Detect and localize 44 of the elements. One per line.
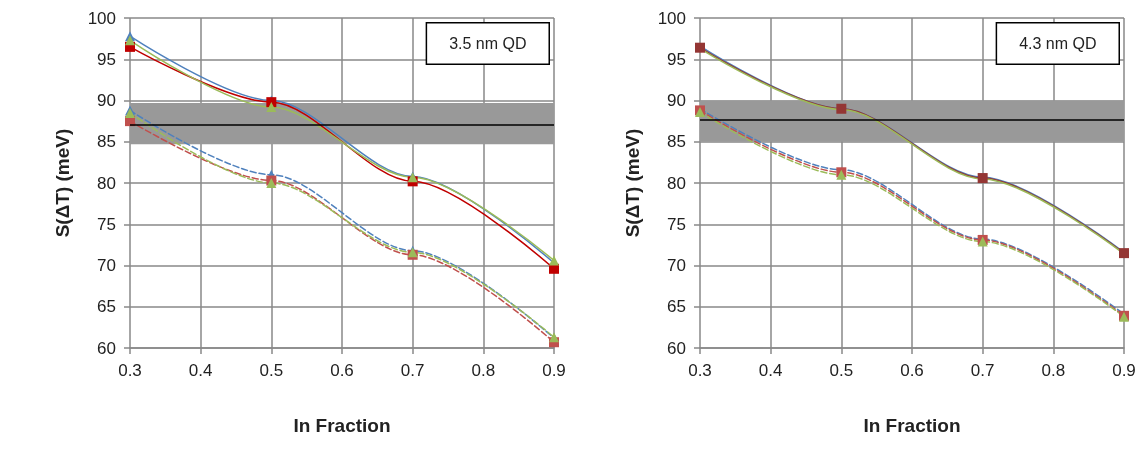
y-tick-label: 100 — [87, 8, 116, 28]
y-tick-label: 100 — [657, 8, 686, 28]
x-axis-title: In Fraction — [293, 415, 391, 436]
y-tick-label: 60 — [667, 338, 686, 358]
y-tick-label: 85 — [667, 132, 686, 152]
point — [266, 102, 277, 113]
y-tick-label: 70 — [667, 256, 686, 275]
x-tick-label: 0.9 — [1112, 361, 1136, 380]
x-tick-label: 0.5 — [829, 361, 854, 380]
x-tick-label: 0.9 — [542, 361, 566, 380]
annotation: 4.3 nm QD — [1019, 35, 1097, 52]
y-tick-label: 75 — [97, 214, 116, 234]
y-axis-title: S(ΔT) (meV) — [622, 128, 643, 238]
x-axis-title: In Fraction — [863, 415, 961, 436]
x-tick-label: 0.7 — [400, 361, 425, 380]
y-tick-label: 90 — [97, 91, 116, 110]
y-tick-label: 95 — [667, 49, 686, 69]
x-tick-label: 0.5 — [259, 361, 284, 380]
x-tick-label: 0.4 — [188, 361, 213, 380]
point — [977, 173, 988, 184]
y-tick-label: 95 — [97, 49, 116, 69]
x-tick-label: 0.4 — [758, 361, 783, 380]
x-tick-label: 0.3 — [118, 361, 142, 380]
point — [125, 35, 135, 46]
x-tick-label: 0.7 — [970, 361, 995, 380]
y-tick-label: 75 — [667, 214, 686, 234]
x-tick-label: 0.6 — [330, 361, 354, 380]
y-tick-label: 65 — [667, 297, 686, 317]
x-tick-label: 0.3 — [688, 361, 712, 380]
y-tick-label: 80 — [667, 173, 686, 193]
y-tick-label: 60 — [97, 338, 116, 358]
x-tick-label: 0.8 — [1041, 361, 1066, 380]
y-tick-label: 85 — [97, 132, 116, 152]
y-tick-label: 70 — [97, 256, 116, 275]
y-tick-label: 65 — [97, 297, 116, 317]
y-axis-title: S(ΔT) (meV) — [52, 128, 73, 238]
y-tick-label: 90 — [667, 91, 686, 110]
x-tick-label: 0.8 — [471, 361, 496, 380]
x-tick-label: 0.6 — [900, 361, 924, 380]
point — [695, 42, 705, 53]
point — [836, 103, 847, 114]
y-tick-label: 80 — [97, 173, 116, 193]
point — [1119, 248, 1129, 259]
annotation: 3.5 nm QD — [449, 35, 527, 52]
